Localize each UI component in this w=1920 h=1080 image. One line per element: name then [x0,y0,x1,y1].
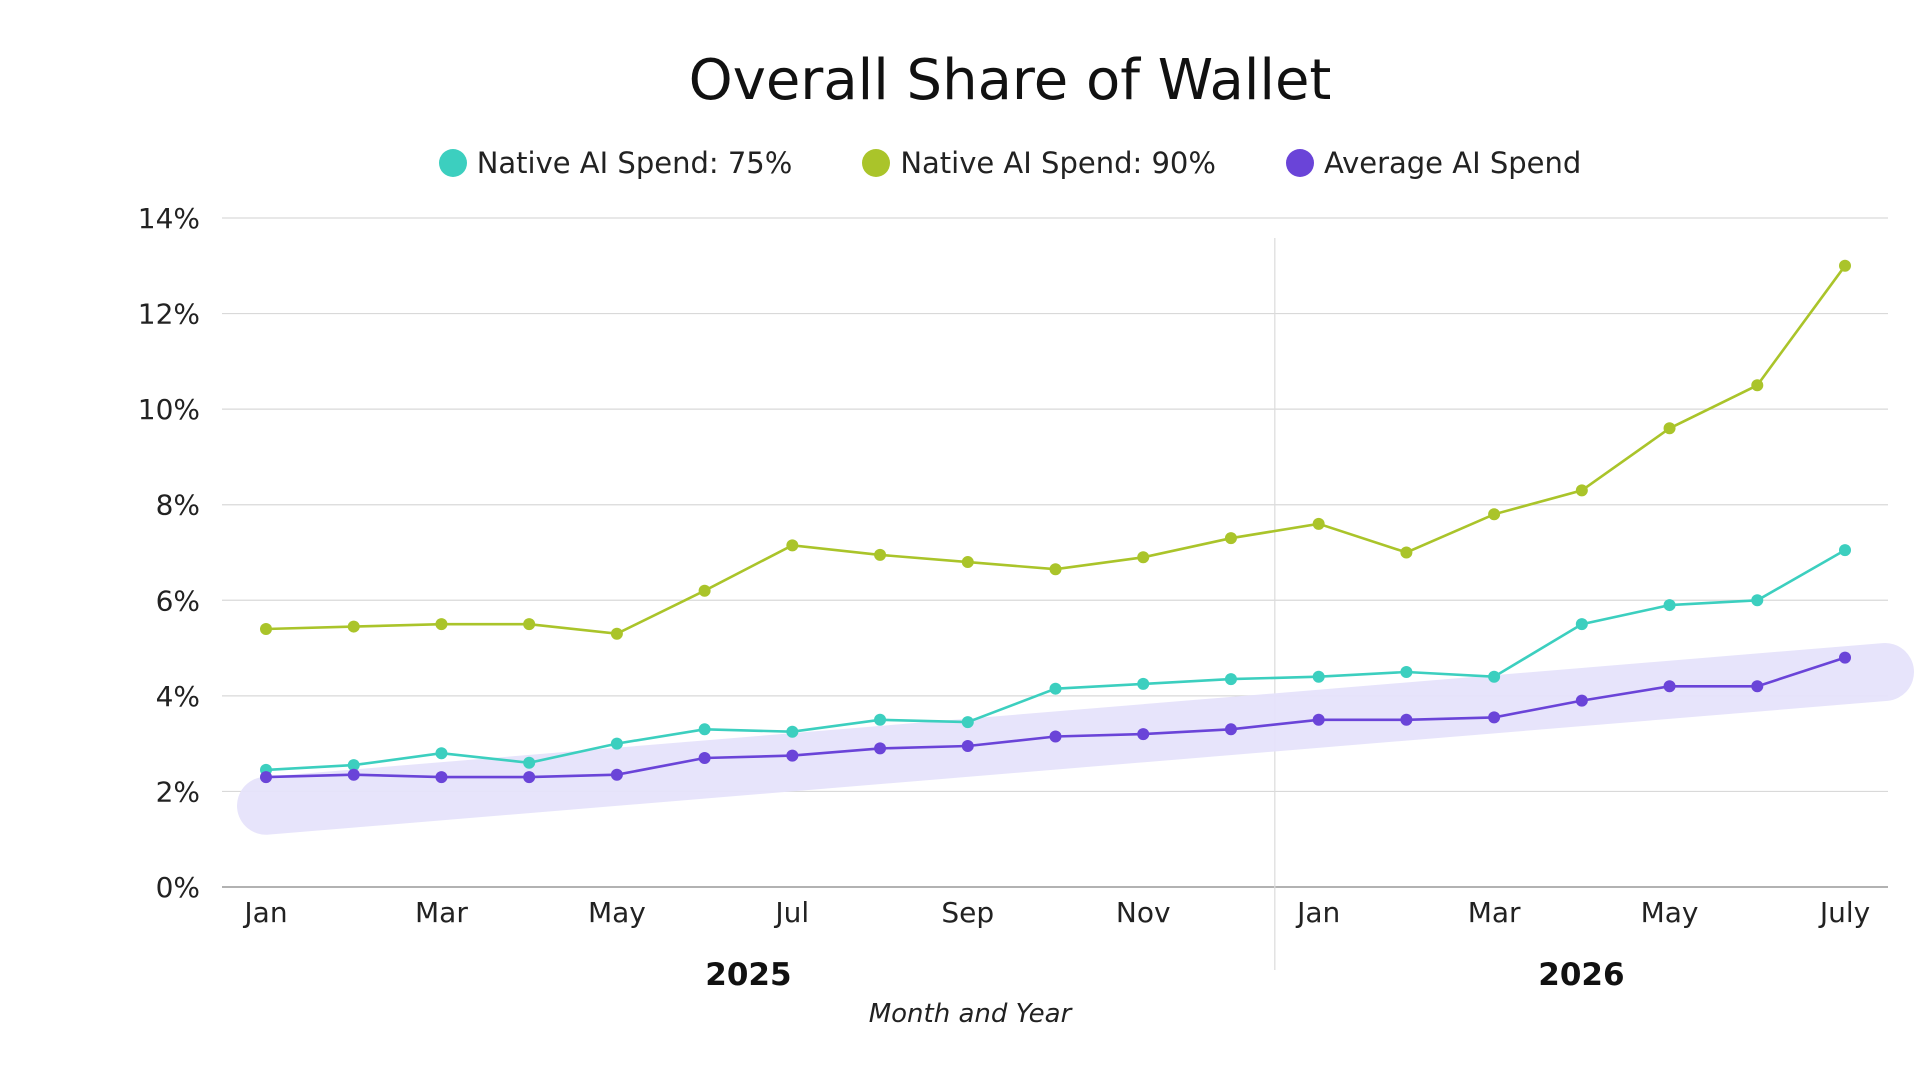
x-tick-label: Jan [1295,896,1340,929]
data-point [1663,599,1676,612]
data-point [1049,682,1062,695]
data-point [1663,422,1676,435]
data-point [1312,713,1325,726]
legend-item: Average AI Spend [1285,146,1582,180]
data-point [961,716,974,729]
data-point [786,749,799,762]
data-point [610,768,623,781]
legend: Native AI Spend: 75% Native AI Spend: 90%… [0,146,1920,180]
data-point [1400,546,1413,559]
data-point [1049,730,1062,743]
legend-label: Native AI Spend: 75% [476,146,793,180]
x-axis-title: Month and Year [869,999,1074,1029]
data-point [347,759,360,772]
y-tick-label: 10% [138,393,200,426]
chart-title: Overall Share of Wallet [688,48,1332,113]
data-point [523,618,536,631]
data-point [347,620,360,633]
legend-item: Native AI Spend: 90% [862,146,1216,180]
data-point [786,725,799,738]
x-tick-label: Jan [242,896,287,929]
data-point [523,756,536,769]
legend-label: Native AI Spend: 90% [900,146,1216,180]
data-point [1839,651,1851,664]
x-tick-label: Nov [1116,896,1171,929]
data-point [1488,508,1501,521]
data-point [435,771,448,784]
data-point [1751,680,1764,693]
year-label: 2025 [705,957,791,993]
data-point [347,768,360,781]
data-point [961,556,974,569]
data-point [1049,563,1062,576]
data-point [1312,670,1325,683]
data-point [1663,680,1676,693]
year-label: 2026 [1538,957,1624,993]
data-point [874,742,887,755]
data-point [874,713,887,726]
data-point [610,737,623,750]
y-tick-label: 8% [156,489,200,522]
data-point [1400,665,1413,678]
data-point [1312,517,1325,530]
legend-swatch [862,149,891,177]
x-tick-label: May [588,896,646,929]
data-point [1224,532,1237,545]
data-point [961,740,974,753]
data-point [1575,618,1588,631]
data-point [1488,670,1501,683]
data-point [1839,259,1851,272]
data-point [1224,673,1237,686]
y-tick-label: 0% [156,871,200,904]
x-tick-label: Sep [941,896,994,929]
x-tick-label: Jul [773,896,809,929]
y-tick-label: 12% [138,298,200,331]
data-point [435,747,448,760]
legend-label: Average AI Spend [1323,146,1582,180]
x-tick-label: Mar [415,896,468,929]
x-tick-label: July [1818,896,1870,929]
data-point [1224,723,1237,736]
data-point [1751,594,1764,607]
legend-item: Native AI Spend: 75% [438,146,793,180]
data-point [1575,694,1588,707]
data-point [1137,677,1150,690]
y-tick-label: 14% [138,202,200,235]
y-tick-label: 2% [156,775,200,808]
data-point [698,723,711,736]
x-tick-label: Mar [1468,896,1521,929]
data-point [1137,551,1150,564]
series-line [265,265,1847,636]
data-point [1575,484,1588,497]
data-point [260,622,272,635]
y-tick-label: 4% [156,680,200,713]
data-point [874,548,887,561]
data-point [1839,544,1851,557]
data-point [698,584,711,597]
data-point [610,627,623,640]
data-point [1137,728,1150,741]
y-tick-label: 6% [156,584,200,617]
data-point [786,539,799,552]
data-point [1751,379,1764,392]
legend-swatch [1285,149,1314,177]
legend-swatch [438,149,467,177]
data-point [260,771,272,784]
data-point [1488,711,1501,724]
data-point [1400,713,1413,726]
data-point [698,751,711,764]
x-tick-label: May [1641,896,1699,929]
data-point [523,771,536,784]
data-point [435,618,448,631]
